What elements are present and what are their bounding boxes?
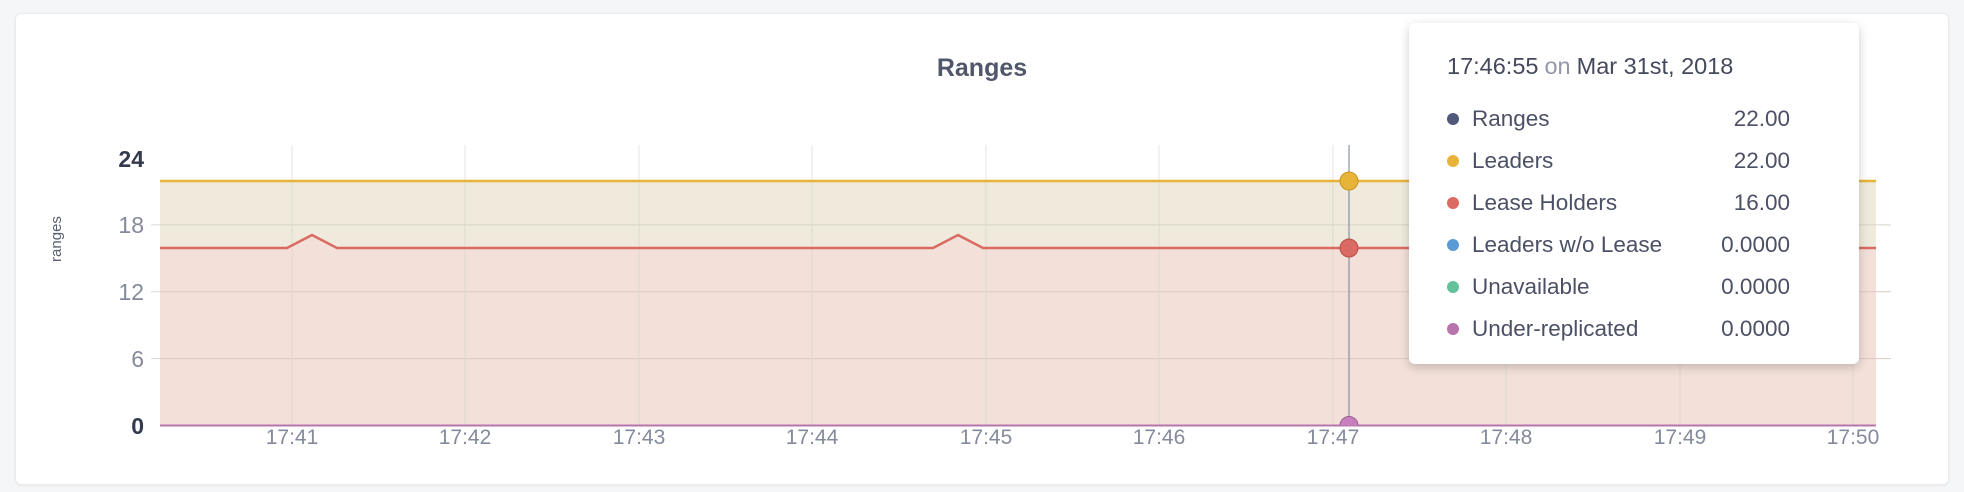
svg-text:17:41: 17:41 <box>266 426 319 449</box>
svg-text:17:42: 17:42 <box>439 426 492 449</box>
svg-text:18: 18 <box>118 212 144 238</box>
svg-text:17:44: 17:44 <box>786 426 839 449</box>
svg-text:17:45: 17:45 <box>960 426 1013 449</box>
svg-text:0: 0 <box>131 413 144 439</box>
svg-text:17:43: 17:43 <box>613 426 666 449</box>
svg-text:17:47: 17:47 <box>1307 426 1360 449</box>
svg-text:17:46: 17:46 <box>1133 426 1186 449</box>
svg-text:12: 12 <box>118 279 144 305</box>
svg-text:24: 24 <box>118 146 144 172</box>
svg-text:6: 6 <box>131 346 144 372</box>
svg-text:17:48: 17:48 <box>1480 426 1533 449</box>
svg-text:17:49: 17:49 <box>1654 426 1707 449</box>
svg-text:17:50: 17:50 <box>1827 426 1880 449</box>
